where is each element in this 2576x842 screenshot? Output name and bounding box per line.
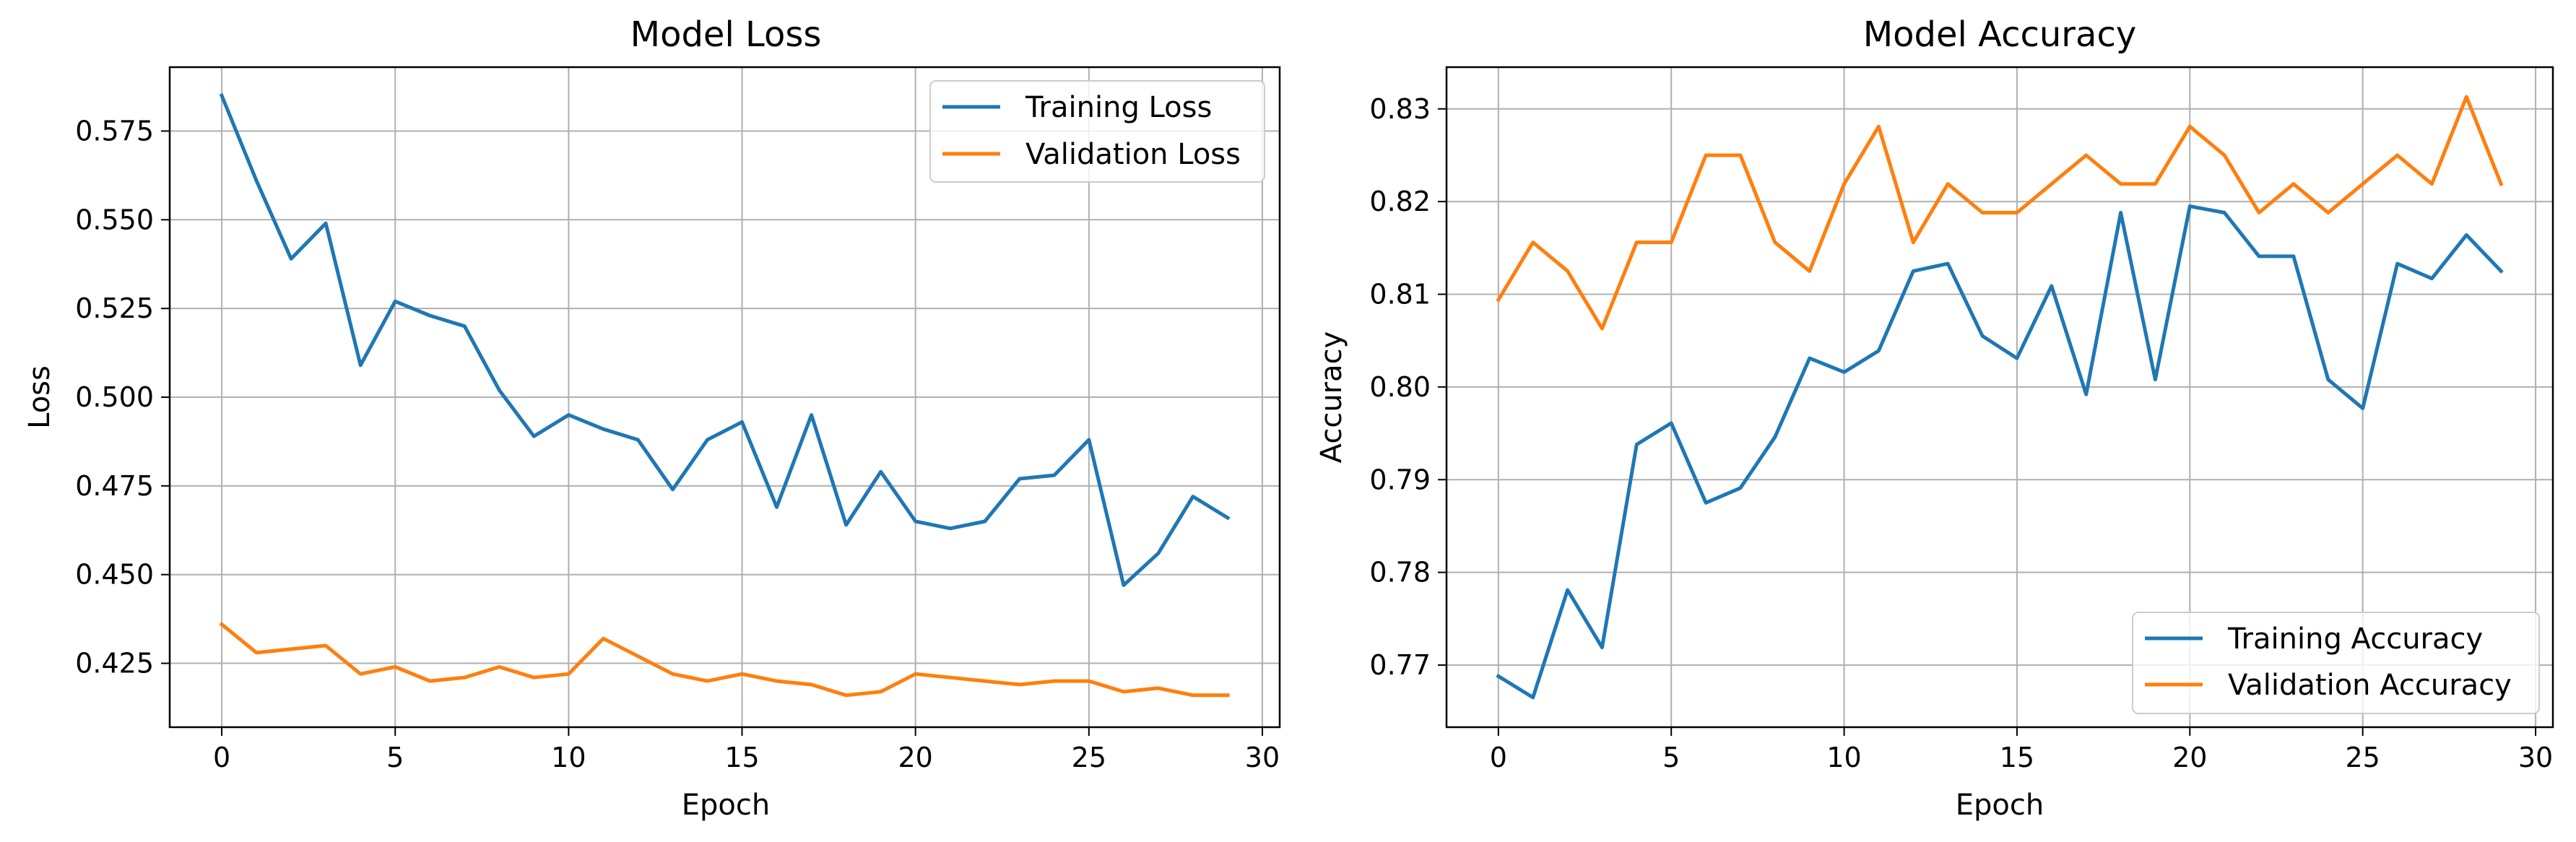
loss-legend: Training Loss Validation Loss <box>929 80 1265 183</box>
accuracy-x-tick-label: 5 <box>1662 742 1680 773</box>
loss-y-tick-label: 0.500 <box>75 381 154 413</box>
loss-chart-title: Model Loss <box>630 14 822 55</box>
accuracy-y-ticks: 0.77 0.78 0.79 0.80 0.81 0.82 0.83 <box>1369 93 1447 681</box>
loss-series-line-training-loss <box>219 93 1231 587</box>
loss-x-tick-label: 20 <box>898 742 932 773</box>
accuracy-y-tick-label: 0.82 <box>1369 186 1431 217</box>
loss-y-tick-label: 0.425 <box>75 648 154 680</box>
loss-chart: Model Loss 0.425 0.450 0.475 0.500 0.525 0.55… <box>23 14 1281 822</box>
loss-y-tick-label: 0.550 <box>75 204 154 235</box>
accuracy-legend-box <box>2132 612 2540 714</box>
accuracy-legend-training-label: Training Accuracy <box>2227 622 2483 656</box>
loss-y-ticks: 0.425 0.450 0.475 0.500 0.525 0.550 0.575 <box>75 115 170 680</box>
accuracy-x-tick-label: 0 <box>1490 742 1507 773</box>
accuracy-series <box>1496 95 2504 700</box>
accuracy-series-line-validation-accuracy <box>1496 95 2504 331</box>
loss-x-tick-label: 25 <box>1072 742 1106 773</box>
accuracy-y-tick-label: 0.83 <box>1369 93 1431 125</box>
accuracy-x-tick-label: 25 <box>2346 742 2380 773</box>
loss-y-tick-label: 0.450 <box>75 559 154 591</box>
accuracy-x-tick-label: 30 <box>2518 742 2553 773</box>
accuracy-chart: Model Accuracy 0.770.780.790.800.810.820… <box>1315 14 2554 822</box>
loss-x-ticks: 0 5 10 15 20 25 30 <box>213 727 1280 773</box>
accuracy-plot-frame <box>1445 66 2554 729</box>
loss-y-tick-label: 0.575 <box>75 115 154 147</box>
accuracy-legend-validation-label: Validation Accuracy <box>2228 669 2512 702</box>
accuracy-legend: Training Accuracy Validation Accuracy <box>2132 612 2540 714</box>
accuracy-y-tick-label: 0.77 <box>1369 649 1431 681</box>
loss-x-tick-label: 30 <box>1245 742 1280 773</box>
loss-x-tick-label: 10 <box>551 742 586 773</box>
accuracy-x-ticks: 0 5 10 15 20 25 30 <box>1490 727 2553 773</box>
accuracy-y-tick-label: 0.81 <box>1369 279 1431 311</box>
accuracy-y-tick-label: 0.80 <box>1369 371 1431 403</box>
accuracy-y-tick-label: 0.78 <box>1369 557 1431 589</box>
loss-y-axis-label: Loss <box>23 365 56 429</box>
loss-plot-frame <box>168 66 1281 729</box>
accuracy-y-axis-label: Accuracy <box>1315 331 1348 464</box>
accuracy-y-tick-label: 0.79 <box>1369 464 1431 495</box>
accuracy-x-tick-label: 20 <box>2172 742 2207 773</box>
loss-x-tick-label: 5 <box>386 742 404 773</box>
loss-legend-box <box>929 80 1265 183</box>
loss-x-axis-label: Epoch <box>682 789 770 822</box>
loss-legend-training-label: Training Loss <box>1025 91 1212 124</box>
loss-y-tick-label: 0.525 <box>75 292 154 324</box>
accuracy-x-tick-label: 10 <box>1826 742 1861 773</box>
accuracy-series-line-training-accuracy <box>1496 204 2504 700</box>
accuracy-x-tick-label: 15 <box>2000 742 2034 773</box>
accuracy-chart-title: Model Accuracy <box>1863 14 2137 55</box>
accuracy-x-axis-label: Epoch <box>1956 789 2044 822</box>
loss-series <box>219 93 1231 698</box>
loss-x-tick-label: 0 <box>213 742 230 773</box>
loss-y-tick-label: 0.475 <box>75 470 154 502</box>
loss-series-line-validation-loss <box>219 621 1230 698</box>
loss-x-tick-label: 15 <box>724 742 759 773</box>
loss-legend-validation-label: Validation Loss <box>1025 138 1241 171</box>
